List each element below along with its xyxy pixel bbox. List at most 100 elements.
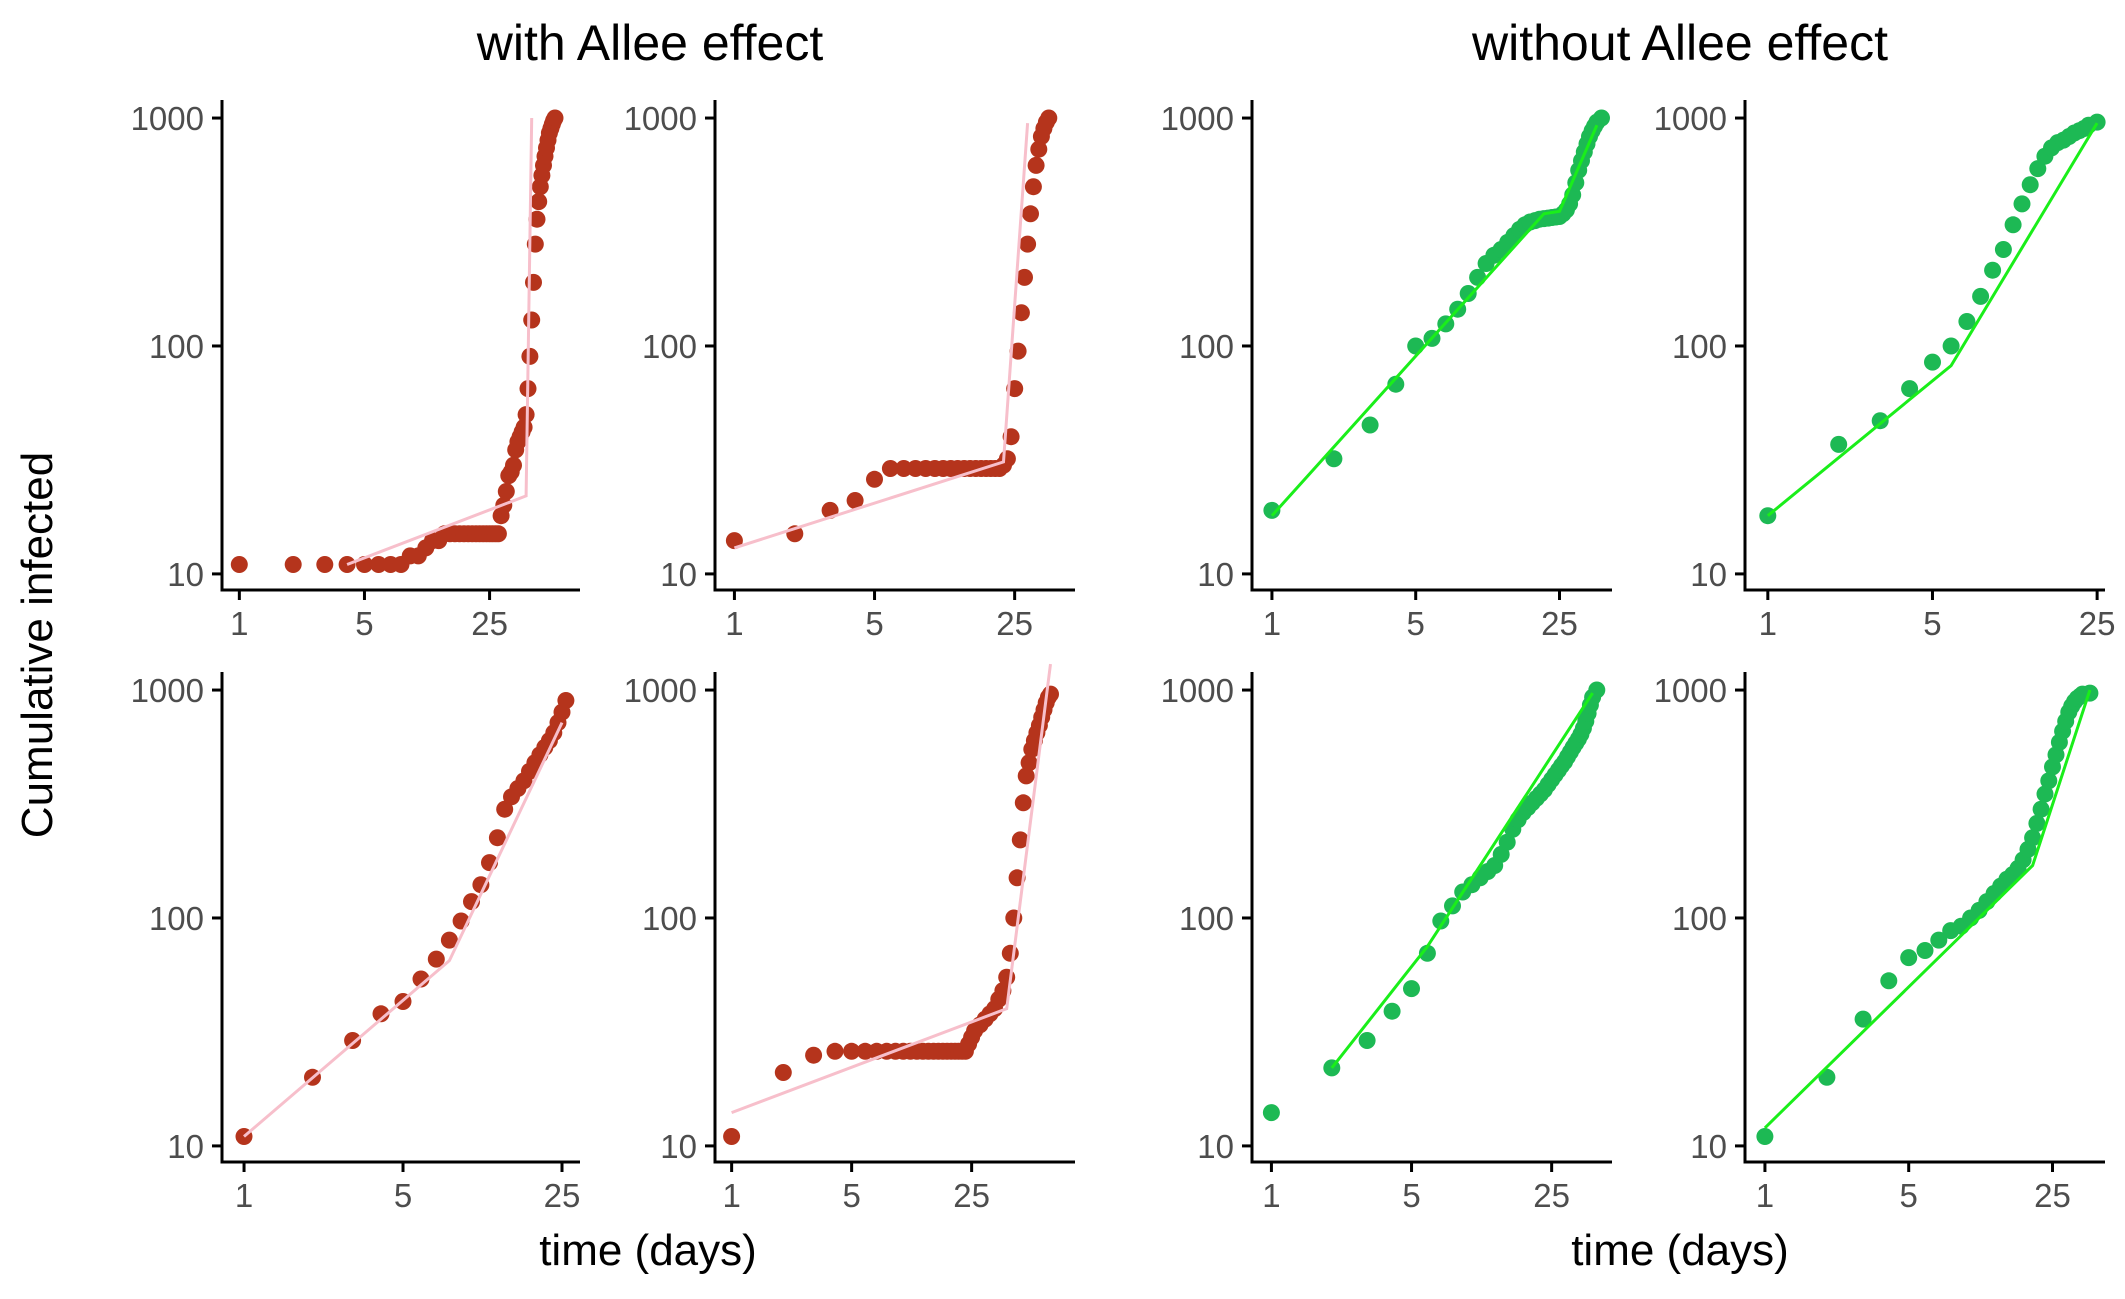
- x-tick-label: 5: [1402, 1177, 1420, 1214]
- x-tick-label: 25: [1533, 1177, 1570, 1214]
- data-points: [723, 685, 1059, 1145]
- data-point: [1459, 285, 1477, 302]
- data-point: [2024, 829, 2042, 847]
- panel-allee-bottom-right: 1 5 25 10 100 1000: [624, 663, 1075, 1214]
- data-point: [1900, 949, 1918, 967]
- data-point: [1498, 833, 1516, 851]
- x-tick-label: 25: [1541, 605, 1578, 642]
- data-point: [2004, 216, 2022, 234]
- data-point: [1009, 342, 1027, 360]
- data-point: [1830, 435, 1848, 453]
- data-point: [489, 525, 507, 543]
- x-tick-label: 5: [842, 1177, 860, 1214]
- y-tick-label: 100: [1179, 328, 1234, 365]
- data-point: [546, 109, 564, 127]
- data-point: [1027, 156, 1045, 174]
- x-tick-label: 1: [1263, 605, 1281, 642]
- data-points: [1756, 684, 2099, 1145]
- data-point: [528, 210, 546, 228]
- data-point: [826, 1042, 844, 1060]
- data-point: [1383, 1002, 1401, 1020]
- fit-line: [731, 663, 1052, 1115]
- data-point: [725, 532, 743, 550]
- data-point: [372, 1005, 390, 1023]
- data-point: [230, 556, 248, 573]
- x-tick-label: 5: [355, 605, 373, 642]
- data-point: [505, 456, 522, 474]
- x-tick-label: 1: [1756, 1177, 1774, 1214]
- data-point: [1040, 109, 1058, 127]
- data-point: [2029, 160, 2047, 178]
- x-tick-label: 1: [230, 605, 248, 642]
- data-point: [1263, 501, 1281, 519]
- data-point: [1017, 767, 1035, 785]
- data-point: [497, 483, 515, 500]
- data-points: [230, 109, 564, 573]
- data-point: [1011, 831, 1029, 849]
- data-points: [235, 692, 575, 1145]
- data-point: [774, 1064, 792, 1081]
- panel-allee-bottom-left: 1 5 25 10 100 1000: [131, 672, 581, 1214]
- y-tick-label: 1000: [131, 100, 204, 137]
- fit-line: [1763, 689, 2092, 1129]
- fit-line: [243, 721, 564, 1138]
- y-tick-label: 100: [1672, 900, 1727, 937]
- y-tick-label: 10: [660, 556, 697, 593]
- data-point: [1387, 375, 1405, 393]
- data-point: [1012, 304, 1030, 322]
- data-point: [1871, 412, 1889, 430]
- data-points: [1759, 113, 2106, 525]
- data-point: [440, 931, 458, 949]
- data-points: [1262, 681, 1606, 1122]
- data-point: [1407, 337, 1425, 355]
- data-point: [521, 347, 539, 365]
- data-point: [523, 311, 541, 329]
- data-point: [344, 1032, 362, 1049]
- y-tick-label: 10: [167, 556, 204, 593]
- y-tick-label: 10: [660, 1128, 697, 1165]
- y-tick-label: 1000: [624, 672, 697, 709]
- y-axis-title: Cumulative infected: [13, 452, 62, 838]
- data-point: [1756, 1128, 1774, 1145]
- x-tick-label: 5: [865, 605, 883, 642]
- data-point: [370, 556, 388, 573]
- data-point: [2028, 814, 2046, 832]
- data-point: [1403, 980, 1420, 998]
- data-point: [1593, 109, 1610, 127]
- data-point: [1984, 261, 2002, 279]
- data-point: [284, 556, 302, 573]
- panel-allee-top-left: 1 5 25 10 100 1000: [131, 100, 580, 642]
- data-point: [1361, 416, 1379, 434]
- data-point: [1930, 931, 1948, 949]
- x-axis-title-allee: time (days): [539, 1226, 757, 1275]
- data-point: [1901, 380, 1919, 398]
- data-point: [1022, 205, 1039, 223]
- x-tick-label: 5: [1923, 605, 1941, 642]
- data-point: [525, 273, 542, 291]
- data-point: [530, 193, 548, 211]
- x-tick-label: 1: [722, 1177, 740, 1214]
- x-tick-label: 1: [1759, 605, 1777, 642]
- data-point: [881, 460, 899, 477]
- y-tick-label: 10: [1690, 1128, 1727, 1165]
- x-tick-label: 25: [544, 1177, 581, 1214]
- y-tick-label: 1000: [131, 672, 204, 709]
- y-tick-label: 10: [167, 1128, 204, 1165]
- data-point: [2021, 176, 2039, 194]
- data-point: [2032, 800, 2050, 818]
- y-tick-label: 1000: [1654, 672, 1727, 709]
- x-tick-label: 1: [1262, 1177, 1280, 1214]
- data-points: [725, 109, 1058, 550]
- group-title-no-allee: without Allee effect: [1471, 15, 1888, 71]
- data-point: [1001, 944, 1019, 962]
- data-point: [1020, 754, 1038, 772]
- y-tick-label: 1000: [1161, 672, 1234, 709]
- data-point: [1325, 450, 1343, 468]
- data-point: [1030, 140, 1048, 158]
- data-point: [1958, 313, 1976, 330]
- data-point: [998, 450, 1016, 468]
- fit-line: [733, 122, 1030, 550]
- data-point: [723, 1128, 741, 1145]
